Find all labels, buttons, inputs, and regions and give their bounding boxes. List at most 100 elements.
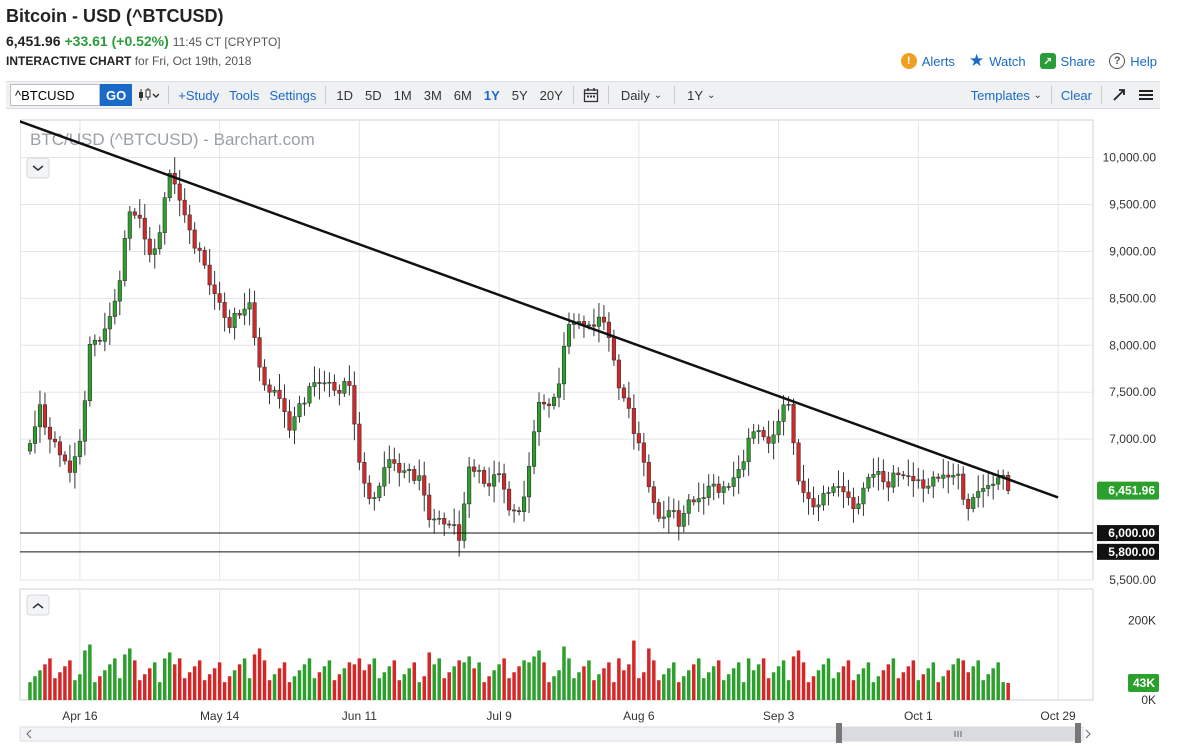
last-volume-badge [1128, 673, 1159, 692]
candle-body [152, 248, 157, 255]
menu-button[interactable] [1132, 82, 1160, 108]
candle [716, 476, 721, 499]
candle [267, 379, 272, 405]
period-6m-button[interactable]: 6M [453, 87, 472, 103]
candle-body [377, 485, 382, 498]
candle [322, 370, 327, 392]
settings-button[interactable]: Settings [269, 87, 317, 103]
candle [546, 398, 552, 418]
tools-button[interactable]: Tools [229, 87, 260, 103]
toolbar-right: Templates ⌄ Clear [966, 82, 1160, 108]
candle [292, 406, 297, 445]
candle-body [142, 217, 147, 240]
range-select[interactable]: 1Y ⌄ [679, 88, 723, 103]
volume-bar [836, 672, 841, 700]
period-5y-button[interactable]: 5Y [511, 87, 528, 103]
candle [277, 374, 282, 409]
help-button[interactable]: ? Help [1109, 51, 1157, 71]
chevron-right-icon [1085, 729, 1091, 739]
interval-value: Daily [620, 87, 650, 103]
candle [217, 281, 222, 311]
clear-button[interactable]: Clear [1060, 87, 1092, 103]
volume-bar [397, 680, 402, 700]
candle [831, 483, 836, 497]
candle [896, 467, 901, 487]
toolbar-divider [1050, 86, 1052, 104]
price-chart[interactable]: 10,000.00 9,500.00 9,000.00 8,500.00 8,000.0… [0, 110, 1177, 746]
candle-body [117, 280, 122, 302]
candle [731, 461, 736, 497]
candle-body [806, 492, 811, 499]
period-20y-button[interactable]: 20Y [539, 87, 563, 103]
volume-bar [387, 666, 392, 700]
candle-body [392, 459, 397, 464]
period-1y-button[interactable]: 1Y [483, 87, 500, 103]
candle [47, 417, 52, 454]
volume-bar [487, 676, 491, 700]
volume-bar [447, 672, 451, 700]
candle-body [656, 502, 661, 519]
candle-body [976, 491, 981, 498]
volume-bar [217, 662, 222, 700]
volume-bar [462, 662, 466, 700]
candle [317, 368, 322, 400]
watch-button[interactable]: ★ Watch [969, 51, 1026, 71]
candle [342, 377, 347, 398]
range-value: 1Y [687, 87, 704, 103]
volume-bar [806, 682, 811, 700]
period-1m-button[interactable]: 1M [393, 87, 412, 103]
period-5d-button[interactable]: 5D [365, 87, 382, 103]
candle [122, 230, 127, 287]
candle-body [257, 337, 262, 368]
period-3m-button[interactable]: 3M [423, 87, 442, 103]
candle-body [322, 382, 327, 385]
volume-bar [322, 666, 327, 700]
calendar-button[interactable] [578, 82, 604, 108]
go-button[interactable]: GO [100, 84, 133, 106]
volume-bar [791, 656, 796, 700]
candle-body [706, 485, 711, 498]
candle-body [846, 491, 851, 498]
x-tick-label: Apr 16 [62, 709, 98, 723]
templates-button[interactable]: Templates ⌄ [966, 82, 1047, 108]
horizontal-scrollbar[interactable] [19, 723, 1091, 743]
period-1d-button[interactable]: 1D [336, 87, 354, 103]
collapse-price-button[interactable] [26, 157, 50, 179]
volume-bar [701, 678, 706, 700]
volume-bar [48, 658, 52, 700]
collapse-volume-button[interactable] [26, 594, 50, 616]
candle-body [517, 510, 522, 512]
candle-body [287, 411, 292, 431]
toolbar-divider [572, 86, 574, 104]
volume-bar [572, 678, 576, 700]
volume-bar [118, 678, 122, 700]
chart-type-button[interactable] [132, 82, 164, 108]
candle [671, 498, 676, 519]
candle-body [761, 430, 766, 438]
candle [372, 491, 377, 511]
volume-bar [921, 674, 926, 700]
candle-body [317, 382, 322, 384]
candle [656, 498, 661, 523]
candle [941, 458, 946, 489]
candle-body [646, 461, 651, 488]
volume-bar [896, 678, 901, 700]
volume-bar [492, 670, 496, 700]
alerts-button[interactable]: ! Alerts [900, 51, 955, 71]
candle [347, 365, 352, 396]
candle [272, 386, 277, 396]
candle [187, 204, 192, 245]
x-tick-label: Jun 11 [342, 709, 377, 723]
volume-bar [816, 670, 821, 700]
study-button[interactable]: +Study [178, 87, 220, 103]
share-button[interactable]: ↗ Share [1039, 51, 1095, 71]
volume-bar [971, 666, 975, 700]
fullscreen-button[interactable] [1106, 82, 1132, 108]
interval-select[interactable]: Daily ⌄ [613, 88, 670, 103]
candle [991, 474, 996, 500]
candle [701, 483, 706, 515]
volume-bar [647, 648, 651, 700]
symbol-input[interactable] [10, 84, 100, 106]
candle-body [452, 524, 457, 526]
volume-bar [407, 668, 412, 700]
